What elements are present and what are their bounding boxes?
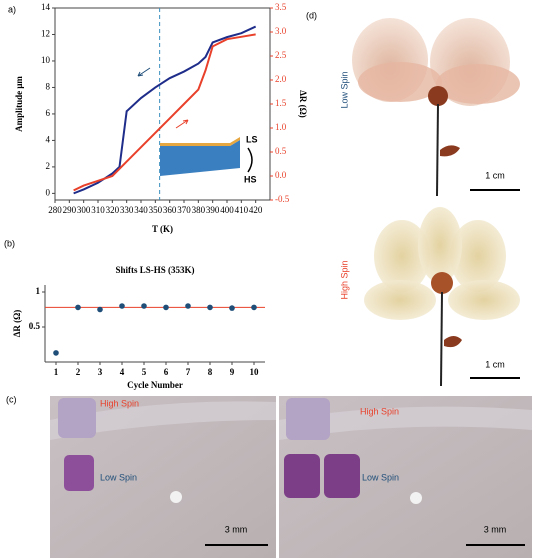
- panel-label: a): [8, 4, 16, 14]
- scale-label: 3 mm: [484, 524, 507, 534]
- x-tick-label: 380: [192, 205, 206, 215]
- x-tick-label: 340: [134, 205, 148, 215]
- chart-title: Shifts LS-HS (353K): [115, 265, 194, 275]
- x-tick-label: 320: [106, 205, 120, 215]
- y-tick-label: 8: [46, 82, 51, 92]
- point: [207, 304, 213, 311]
- scale-label: 1 cm: [485, 359, 505, 369]
- y-tick-label: 0.5: [29, 321, 41, 331]
- inset-label: LS: [246, 134, 258, 144]
- arrow: [175, 119, 189, 129]
- x-tick-label: 280: [48, 205, 62, 215]
- point: [251, 304, 257, 311]
- point: [53, 350, 59, 356]
- x-tick-label: 9: [230, 367, 235, 377]
- point: [119, 303, 125, 309]
- y-tick-label: 0: [46, 187, 51, 197]
- photo-d-bottom: [330, 204, 530, 387]
- x-tick-label: 1: [54, 367, 59, 377]
- x-tick-label: 330: [120, 205, 134, 215]
- state-label: Low Spin: [362, 472, 399, 482]
- point: [185, 303, 191, 309]
- photo-c-left: [50, 396, 276, 558]
- y2-tick-label: 0.0: [275, 170, 287, 180]
- point: [229, 305, 235, 311]
- panel-label: (b): [4, 238, 15, 248]
- state-label: Low Spin: [100, 472, 137, 482]
- point: [97, 306, 103, 313]
- x-tick-label: 390: [206, 205, 220, 215]
- y-tick-label: 14: [41, 2, 51, 12]
- x-tick-label: 420: [249, 205, 263, 215]
- scale-label: 3 mm: [225, 524, 248, 534]
- state-label: High Spin: [100, 398, 139, 408]
- x-tick-label: 2: [76, 367, 81, 377]
- photo-c-right: [279, 396, 532, 558]
- y-tick-label: 6: [46, 108, 51, 118]
- scale-label: 1 cm: [485, 170, 505, 180]
- panel-label: (c): [6, 394, 17, 404]
- x-tick-label: 7: [186, 367, 191, 377]
- x-tick-label: 310: [91, 205, 105, 215]
- arrow: [137, 67, 151, 77]
- state-label: Low Spin: [339, 71, 349, 108]
- x-tick-label: 410: [235, 205, 249, 215]
- point: [163, 304, 169, 311]
- state-label: High Spin: [360, 406, 399, 416]
- y-tick-label: 4: [46, 134, 51, 144]
- y-axis-label: Amplitude μm: [14, 76, 24, 132]
- x-tick-label: 3: [98, 367, 103, 377]
- y2-tick-label: 1.0: [275, 122, 287, 132]
- y2-tick-label: 2.0: [275, 74, 287, 84]
- point: [75, 304, 81, 311]
- y2-tick-label: 2.5: [275, 50, 287, 60]
- photo-d-top: [330, 4, 530, 197]
- y-axis-label: ΔR (Ω): [12, 310, 22, 338]
- x-tick-label: 4: [120, 367, 125, 377]
- x-tick-label: 10: [250, 367, 260, 377]
- y-tick-label: 2: [46, 161, 51, 171]
- state-label: High Spin: [339, 260, 349, 299]
- x-axis-label: Cycle Number: [127, 380, 183, 390]
- inset-label: HS: [244, 174, 257, 184]
- y2-tick-label: 1.5: [275, 98, 287, 108]
- data-line: [73, 33, 256, 192]
- x-tick-label: 300: [77, 205, 91, 215]
- x-tick-label: 350: [149, 205, 163, 215]
- inset-beam: [160, 140, 240, 176]
- inset-layer: [160, 137, 240, 146]
- y-tick-label: 12: [41, 29, 50, 39]
- y2-axis-label: ΔR (Ω): [298, 90, 308, 118]
- x-tick-label: 8: [208, 367, 213, 377]
- x-tick-label: 370: [177, 205, 191, 215]
- point: [141, 303, 147, 309]
- x-tick-label: 5: [142, 367, 147, 377]
- y-tick-label: 1: [36, 286, 41, 296]
- y2-tick-label: 0.5: [275, 146, 287, 156]
- x-tick-label: 6: [164, 367, 169, 377]
- inset-arrow: [247, 147, 253, 173]
- x-tick-label: 400: [220, 205, 234, 215]
- y2-tick-label: 3.0: [275, 26, 287, 36]
- x-axis-label: T (K): [152, 224, 173, 234]
- panel-label: (d): [306, 10, 317, 20]
- x-tick-label: 290: [63, 205, 77, 215]
- y2-tick-label: 3.5: [275, 2, 287, 12]
- y-tick-label: 10: [41, 55, 51, 65]
- x-tick-label: 360: [163, 205, 177, 215]
- y2-tick-label: -0.5: [275, 194, 290, 204]
